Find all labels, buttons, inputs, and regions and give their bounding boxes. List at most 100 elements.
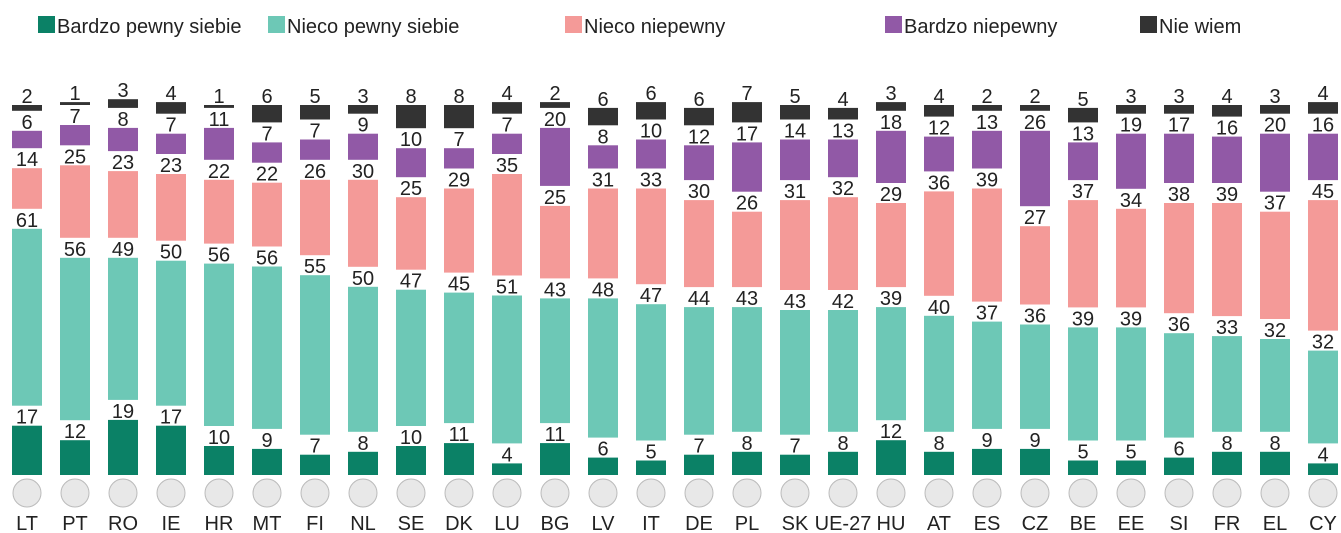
x-tick-label: ES xyxy=(974,513,1001,533)
data-label: 50 xyxy=(352,268,374,290)
bar-segment xyxy=(60,125,90,146)
data-label: 25 xyxy=(400,178,422,200)
bar-segment xyxy=(924,451,954,475)
flag xyxy=(1164,478,1194,508)
bar-segment xyxy=(1116,460,1146,475)
data-label: 5 xyxy=(645,442,656,464)
data-label: 56 xyxy=(256,248,278,270)
bar-segment xyxy=(684,307,714,435)
x-tick-label: AT xyxy=(927,513,951,533)
bar-segment xyxy=(396,148,426,178)
bar-segment xyxy=(396,105,426,129)
flag xyxy=(876,478,906,508)
flag xyxy=(1116,478,1146,508)
bar-segment xyxy=(1164,105,1194,114)
data-label: 48 xyxy=(592,279,614,301)
bar-segment xyxy=(348,105,378,114)
data-label: 4 xyxy=(1317,83,1328,105)
x-tick-label: LU xyxy=(494,513,520,533)
data-label: 11 xyxy=(545,424,566,446)
bar-segment xyxy=(540,102,570,108)
x-tick-label: SK xyxy=(782,513,809,533)
flag xyxy=(732,478,762,508)
x-tick-label: BG xyxy=(541,513,570,533)
data-label: 5 xyxy=(309,86,320,108)
flag xyxy=(12,478,42,508)
data-label: 32 xyxy=(1264,320,1286,342)
legend-swatch xyxy=(885,16,902,33)
data-label: 2 xyxy=(981,86,992,108)
data-label: 45 xyxy=(1312,181,1334,203)
data-label: 17 xyxy=(736,123,758,145)
bar-segment xyxy=(1116,327,1146,441)
bar-segment xyxy=(684,145,714,181)
data-label: 3 xyxy=(1125,86,1136,108)
data-label: 8 xyxy=(117,109,128,131)
data-label: 25 xyxy=(64,146,86,168)
data-label: 7 xyxy=(693,436,704,458)
bar-segment xyxy=(12,228,42,406)
bar-segment xyxy=(204,446,234,475)
bar-segment xyxy=(204,263,234,426)
bar-segment xyxy=(636,460,666,475)
bar-segment xyxy=(252,182,282,247)
bar-segment xyxy=(1308,200,1338,331)
bar-segment xyxy=(636,139,666,169)
bar-segment xyxy=(204,105,234,108)
bar-segment xyxy=(12,105,42,111)
bar-segment xyxy=(780,454,810,475)
data-label: 10 xyxy=(400,129,422,151)
bar-segment xyxy=(636,102,666,120)
bar-segment xyxy=(1212,451,1242,475)
data-label: 5 xyxy=(1125,442,1136,464)
x-tick-label: NL xyxy=(350,513,376,533)
bar-segment xyxy=(108,257,138,400)
bar-segment xyxy=(1260,339,1290,432)
flag xyxy=(204,478,234,508)
data-label: 8 xyxy=(1269,433,1280,455)
data-label: 2 xyxy=(1029,86,1040,108)
data-label: 32 xyxy=(832,178,854,200)
data-label: 17 xyxy=(1168,115,1190,137)
data-label: 11 xyxy=(209,109,230,131)
data-label: 9 xyxy=(261,430,272,452)
bar-segment xyxy=(444,292,474,424)
bar-segment xyxy=(588,145,618,169)
flag xyxy=(636,478,666,508)
data-label: 45 xyxy=(448,274,470,296)
bar-segment xyxy=(12,130,42,149)
data-label: 4 xyxy=(1221,86,1232,108)
bar-segment xyxy=(828,139,858,178)
bar-segment xyxy=(636,188,666,285)
x-tick-label: DK xyxy=(445,513,473,533)
x-tick-label: RO xyxy=(108,513,138,533)
flag xyxy=(108,478,138,508)
data-label: 12 xyxy=(880,421,902,443)
data-label: 29 xyxy=(448,170,470,192)
data-label: 12 xyxy=(64,421,86,443)
data-label: 32 xyxy=(1312,332,1334,354)
bar-segment xyxy=(252,105,282,123)
flag xyxy=(1308,478,1338,508)
data-label: 12 xyxy=(928,118,950,140)
data-label: 8 xyxy=(741,433,752,455)
data-label: 9 xyxy=(981,430,992,452)
bar-segment xyxy=(1308,102,1338,114)
data-label: 7 xyxy=(453,129,464,151)
data-label: 38 xyxy=(1168,184,1190,206)
x-tick-label: SE xyxy=(398,513,425,533)
bar-segment xyxy=(636,304,666,441)
bar-segment xyxy=(300,454,330,475)
bar-segment xyxy=(876,203,906,288)
bar-segment xyxy=(108,419,138,475)
bar-segment xyxy=(492,102,522,114)
bar-segment xyxy=(972,105,1002,111)
bar-segment xyxy=(1068,142,1098,181)
data-label: 43 xyxy=(736,288,758,310)
bar-segment xyxy=(300,105,330,120)
x-tick-label: LV xyxy=(592,513,616,533)
data-label: 4 xyxy=(837,89,848,111)
data-label: 6 xyxy=(693,89,704,111)
data-label: 6 xyxy=(21,112,32,134)
data-label: 10 xyxy=(640,121,662,143)
